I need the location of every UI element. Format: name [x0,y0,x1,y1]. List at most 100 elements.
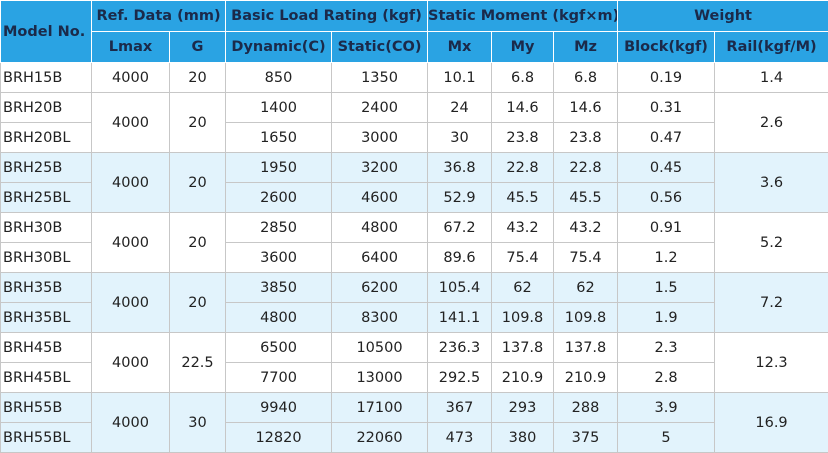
cell-g: 20 [168,272,227,333]
cell-lmax: 4000 [91,152,170,213]
cell-dynamic: 1950 [225,152,333,183]
cell-mz: 14.6 [553,92,619,123]
cell-model-no: BRH30B [0,212,92,243]
cell-mz: 137.8 [553,332,619,363]
cell-dynamic: 2850 [225,212,333,243]
cell-my: 293 [491,392,555,423]
header-block-weight: Block(kgf) [617,31,716,63]
cell-mz: 75.4 [553,242,619,273]
cell-mz: 6.8 [553,62,619,93]
cell-g: 20 [168,212,227,273]
cell-my: 43.2 [491,212,555,243]
cell-my: 210.9 [491,362,555,393]
cell-my: 22.8 [491,152,555,183]
cell-dynamic: 2600 [225,182,333,213]
cell-static: 2400 [331,92,429,123]
cell-block-weight: 1.5 [617,272,716,303]
cell-rail-weight: 1.4 [714,62,828,93]
cell-static: 13000 [331,362,429,393]
table-row: BRH15B 4000 20 850 1350 10.1 6.8 6.8 0.19 1.4 [0,62,828,93]
cell-static: 6200 [331,272,429,303]
table-row: BRH20BL 1650 3000 30 23.8 23.8 0.47 [0,122,828,153]
cell-mx: 105.4 [427,272,493,303]
table-body: BRH15B 4000 20 850 1350 10.1 6.8 6.8 0.19 1.4 BRH2… [0,62,828,453]
cell-mz: 375 [553,422,619,453]
table-row: BRH35BL 4800 8300 141.1 109.8 109.8 1.9 [0,302,828,333]
table-row: BRH25B 4000 20 1950 3200 36.8 22.8 22.8 0.45 3.6 [0,152,828,213]
cell-dynamic: 1650 [225,122,333,153]
cell-lmax: 4000 [91,92,170,153]
cell-my: 62 [491,272,555,303]
cell-static: 3000 [331,122,429,153]
cell-rail-weight: 5.2 [714,212,828,273]
cell-block-weight: 0.31 [617,92,716,123]
cell-lmax: 4000 [91,62,170,93]
cell-mz: 22.8 [553,152,619,183]
cell-block-weight: 0.91 [617,212,716,243]
cell-static: 22060 [331,422,429,453]
cell-dynamic: 7700 [225,362,333,393]
cell-lmax: 4000 [91,392,170,453]
cell-my: 14.6 [491,92,555,123]
table-row: BRH30B 4000 20 2850 4800 67.2 43.2 43.2 0.91 5.2 [0,212,828,273]
cell-dynamic: 9940 [225,392,333,423]
cell-mx: 89.6 [427,242,493,273]
cell-mx: 24 [427,92,493,123]
cell-g: 20 [168,62,227,93]
cell-mz: 288 [553,392,619,423]
cell-rail-weight: 7.2 [714,272,828,333]
header-mz: Mz [553,31,619,63]
cell-model-no: BRH20BL [0,122,92,153]
cell-static: 1350 [331,62,429,93]
cell-dynamic: 1400 [225,92,333,123]
cell-mz: 109.8 [553,302,619,333]
cell-static: 17100 [331,392,429,423]
cell-static: 8300 [331,302,429,333]
table-header: Model No. Ref. Data (mm) Basic Load Rati… [0,0,828,63]
cell-mz: 62 [553,272,619,303]
header-my: My [491,31,555,63]
cell-dynamic: 3600 [225,242,333,273]
cell-model-no: BRH35BL [0,302,92,333]
cell-block-weight: 3.9 [617,392,716,423]
cell-my: 23.8 [491,122,555,153]
cell-block-weight: 2.3 [617,332,716,363]
cell-block-weight: 1.9 [617,302,716,333]
cell-rail-weight: 12.3 [714,332,828,393]
cell-model-no: BRH15B [0,62,92,93]
cell-model-no: BRH35B [0,272,92,303]
cell-mx: 67.2 [427,212,493,243]
table-row: BRH35B 4000 20 3850 6200 105.4 62 62 1.5 7.2 [0,272,828,333]
table-row: BRH55BL 12820 22060 473 380 375 5 [0,422,828,453]
table-row: BRH30BL 3600 6400 89.6 75.4 75.4 1.2 [0,242,828,273]
cell-mx: 473 [427,422,493,453]
cell-static: 6400 [331,242,429,273]
cell-model-no: BRH55B [0,392,92,423]
cell-lmax: 4000 [91,272,170,333]
header-rail-weight: Rail(kgf/M) [714,31,828,63]
cell-lmax: 4000 [91,332,170,393]
cell-block-weight: 5 [617,422,716,453]
cell-mz: 210.9 [553,362,619,393]
cell-dynamic: 850 [225,62,333,93]
cell-model-no: BRH45BL [0,362,92,393]
header-model-no: Model No. [0,0,92,63]
cell-model-no: BRH55BL [0,422,92,453]
table-row: BRH25BL 2600 4600 52.9 45.5 45.5 0.56 [0,182,828,213]
cell-rail-weight: 2.6 [714,92,828,153]
cell-my: 45.5 [491,182,555,213]
table-row: BRH45BL 7700 13000 292.5 210.9 210.9 2.8 [0,362,828,393]
table-row: BRH20B 4000 20 1400 2400 24 14.6 14.6 0.31 2.6 [0,92,828,153]
cell-my: 137.8 [491,332,555,363]
table-row: BRH55B 4000 30 9940 17100 367 293 288 3.9 16.9 [0,392,828,453]
cell-mz: 23.8 [553,122,619,153]
cell-rail-weight: 16.9 [714,392,828,453]
cell-block-weight: 2.8 [617,362,716,393]
cell-block-weight: 0.47 [617,122,716,153]
cell-rail-weight: 3.6 [714,152,828,213]
header-weight: Weight [617,0,828,32]
header-g: G [168,31,227,63]
cell-lmax: 4000 [91,212,170,273]
cell-dynamic: 3850 [225,272,333,303]
cell-static: 3200 [331,152,429,183]
